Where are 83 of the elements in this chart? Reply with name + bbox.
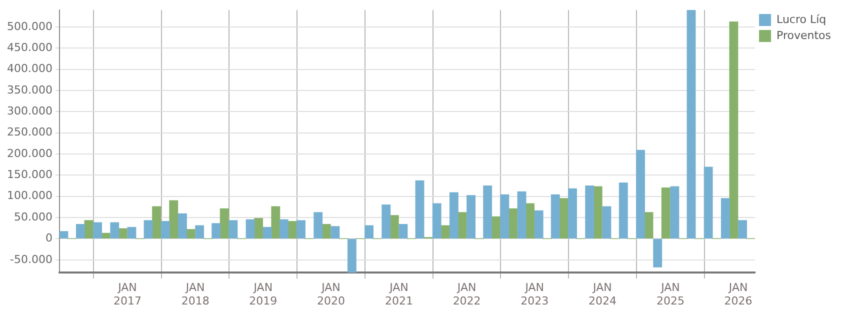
- x-tick-label: JAN 2020: [316, 281, 345, 308]
- bar: [602, 206, 612, 239]
- x-tick-label: JAN 2026: [724, 281, 752, 308]
- bar: [483, 185, 492, 239]
- bar: [271, 206, 280, 239]
- bar: [738, 220, 747, 239]
- bar: [704, 166, 713, 239]
- y-tick-label: 100.000: [6, 189, 52, 202]
- bar: [262, 226, 272, 239]
- y-tick-label: -50.000: [10, 252, 52, 266]
- bar: [110, 222, 120, 239]
- bar: [585, 185, 594, 239]
- bar: [246, 219, 255, 239]
- bar: [449, 192, 458, 239]
- bar: [118, 228, 128, 239]
- bar: [720, 198, 730, 239]
- bar: [432, 203, 442, 239]
- x-tick-label: JAN 2017: [114, 281, 142, 308]
- bar: [653, 238, 662, 268]
- bar: [415, 180, 424, 239]
- bar: [195, 225, 204, 239]
- bar: [398, 224, 408, 239]
- legend-label: Lucro Líq: [776, 12, 826, 26]
- bar: [559, 198, 568, 239]
- bar: [330, 226, 340, 239]
- bar: [127, 226, 136, 239]
- bar: [534, 210, 544, 239]
- bar: [526, 203, 535, 239]
- bar: [220, 208, 229, 239]
- y-tick-label: 200.000: [6, 146, 52, 160]
- bar: [296, 220, 306, 239]
- bar: [382, 204, 391, 239]
- bar: [186, 229, 196, 239]
- x-tick-label: JAN 2022: [452, 281, 481, 308]
- bar: [661, 188, 670, 239]
- bar: [228, 220, 238, 239]
- bar: [508, 208, 518, 239]
- bar: [458, 212, 467, 239]
- bar: [364, 225, 374, 239]
- bar: [466, 195, 476, 239]
- y-tick-label: 500.000: [6, 20, 52, 33]
- legend-label: Proventos: [776, 28, 832, 42]
- y-tick-label: 150.000: [6, 168, 52, 182]
- bar: [254, 218, 264, 239]
- bar: [84, 220, 94, 239]
- bar: [93, 222, 102, 239]
- bar: [390, 215, 399, 239]
- bar: [644, 212, 654, 239]
- bar: [347, 238, 356, 273]
- y-tick-label: 400.000: [6, 62, 52, 76]
- bar: [517, 191, 526, 239]
- bar: [593, 186, 602, 239]
- bar: [568, 188, 577, 239]
- bar: [314, 212, 323, 239]
- y-tick-label: 0: [45, 232, 52, 245]
- bar: [729, 22, 738, 239]
- bar: [618, 182, 628, 239]
- x-tick-label: JAN 2021: [384, 281, 413, 308]
- bar: [279, 219, 288, 239]
- bar: [500, 194, 510, 239]
- x-tick-label: JAN 2024: [588, 281, 616, 308]
- bar: [144, 220, 153, 239]
- bar: [670, 186, 680, 239]
- bar: [152, 206, 161, 239]
- bar: [636, 150, 645, 239]
- x-tick-label: JAN 2018: [181, 281, 210, 308]
- bar: [322, 224, 331, 239]
- bar: [212, 223, 221, 239]
- bar: [160, 221, 170, 239]
- bar: [550, 194, 560, 239]
- y-tick-label: 300.000: [6, 104, 52, 118]
- x-tick-label: JAN 2025: [656, 281, 684, 308]
- y-tick-label: 50.000: [14, 210, 52, 224]
- x-tick-label: JAN 2019: [249, 281, 278, 308]
- bar: [686, 10, 696, 239]
- y-tick-label: 250.000: [6, 126, 52, 139]
- bar: [178, 213, 187, 239]
- bar: [169, 200, 178, 239]
- y-tick-label: 350.000: [6, 83, 52, 96]
- y-tick-label: 450.000: [6, 40, 52, 54]
- x-tick-label: JAN 2023: [520, 281, 549, 308]
- bar: [59, 231, 68, 239]
- bar: [76, 224, 85, 239]
